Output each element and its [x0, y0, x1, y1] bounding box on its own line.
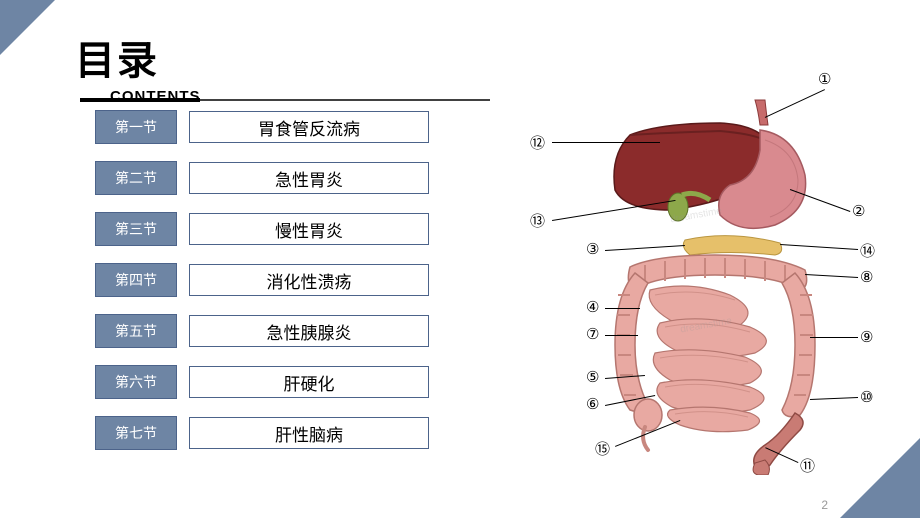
topic-box: 消化性溃疡	[189, 264, 429, 296]
diagram-label: ⑨	[860, 328, 873, 347]
toc-row: 第七节肝性脑病	[95, 416, 429, 450]
topic-box: 肝硬化	[189, 366, 429, 398]
toc-row: 第五节急性胰腺炎	[95, 314, 429, 348]
toc-row: 第四节消化性溃疡	[95, 263, 429, 297]
diagram-label: ⑫	[530, 132, 545, 153]
topic-box: 急性胃炎	[189, 162, 429, 194]
title-underline	[80, 98, 490, 102]
title-area: 目录 CONTENTS	[75, 28, 201, 105]
topic-box: 胃食管反流病	[189, 111, 429, 143]
corner-top-left	[0, 0, 55, 55]
topic-box: 急性胰腺炎	[189, 315, 429, 347]
toc-list: 第一节胃食管反流病第二节急性胃炎第三节慢性胃炎第四节消化性溃疡第五节急性胰腺炎第…	[95, 110, 429, 450]
section-tab: 第七节	[95, 416, 177, 450]
page-number: 2	[821, 498, 828, 512]
leader-line	[810, 337, 858, 338]
anatomy-diagram: dreamstime dreamstime ①⑫②⑬③⑭⑧④⑦⑨⑤⑥⑩⑮⑪	[530, 70, 890, 490]
toc-row: 第三节慢性胃炎	[95, 212, 429, 246]
diagram-label: ⑩	[860, 388, 873, 407]
diagram-label: ③	[586, 240, 599, 259]
section-tab: 第二节	[95, 161, 177, 195]
topic-box: 慢性胃炎	[189, 213, 429, 245]
topic-box: 肝性脑病	[189, 417, 429, 449]
diagram-label: ⑥	[586, 395, 599, 414]
toc-row: 第二节急性胃炎	[95, 161, 429, 195]
diagram-label: ⑮	[595, 438, 610, 459]
toc-row: 第一节胃食管反流病	[95, 110, 429, 144]
leader-line	[552, 142, 660, 143]
diagram-label: ⑧	[860, 268, 873, 287]
section-tab: 第四节	[95, 263, 177, 297]
section-tab: 第六节	[95, 365, 177, 399]
anatomy-illustration	[600, 95, 830, 475]
diagram-label: ②	[852, 202, 865, 221]
diagram-label: ⑬	[530, 210, 545, 231]
title-sub: CONTENTS	[110, 88, 201, 105]
section-tab: 第三节	[95, 212, 177, 246]
toc-row: 第六节肝硬化	[95, 365, 429, 399]
section-tab: 第一节	[95, 110, 177, 144]
diagram-label: ⑭	[860, 240, 875, 261]
diagram-label: ①	[818, 70, 831, 89]
title-main: 目录	[75, 28, 201, 86]
diagram-label: ⑦	[586, 325, 599, 344]
leader-line	[605, 335, 638, 336]
diagram-label: ⑪	[800, 455, 815, 476]
section-tab: 第五节	[95, 314, 177, 348]
diagram-label: ⑤	[586, 368, 599, 387]
diagram-label: ④	[586, 298, 599, 317]
leader-line	[605, 308, 640, 309]
